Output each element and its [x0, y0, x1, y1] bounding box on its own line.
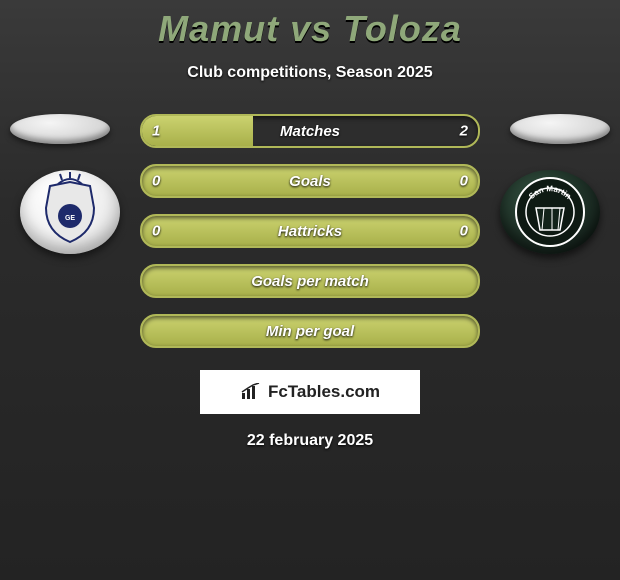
stat-label: Min per goal — [266, 323, 354, 340]
stat-label: Matches — [280, 123, 340, 140]
stat-bar: 0 Goals 0 — [140, 164, 480, 198]
comparison-date: 22 february 2025 — [0, 432, 620, 450]
page-subtitle: Club competitions, Season 2025 — [0, 64, 620, 82]
stat-bar: 1 Matches 2 — [140, 114, 480, 148]
shield-icon: San Martin — [500, 170, 600, 254]
stat-label: Goals per match — [251, 273, 369, 290]
comparison-panel: GE San Martin 1 Matches 2 0 Goals 0 0 Hattricks… — [0, 114, 620, 450]
stat-value-left: 0 — [152, 223, 160, 240]
stat-value-right: 0 — [460, 173, 468, 190]
stat-bar: 0 Hattricks 0 — [140, 214, 480, 248]
bar-chart-icon — [240, 383, 262, 401]
club-crest-right: San Martin — [500, 170, 600, 254]
watermark-text: FcTables.com — [268, 382, 380, 402]
stat-bars: 1 Matches 2 0 Goals 0 0 Hattricks 0 Goals per mat… — [140, 114, 480, 348]
shield-icon: GE — [20, 170, 120, 254]
stat-label: Hattricks — [278, 223, 342, 240]
stat-bar: Min per goal — [140, 314, 480, 348]
nation-flag-left — [10, 114, 110, 144]
watermark[interactable]: FcTables.com — [200, 370, 420, 414]
page-title: Mamut vs Toloza — [0, 0, 620, 50]
svg-text:GE: GE — [65, 215, 75, 222]
club-crest-left: GE — [20, 170, 120, 254]
stat-bar: Goals per match — [140, 264, 480, 298]
nation-flag-right — [510, 114, 610, 144]
stat-value-right: 2 — [460, 123, 468, 140]
stat-value-right: 0 — [460, 223, 468, 240]
stat-value-left: 1 — [152, 123, 160, 140]
stat-value-left: 0 — [152, 173, 160, 190]
stat-label: Goals — [289, 173, 331, 190]
